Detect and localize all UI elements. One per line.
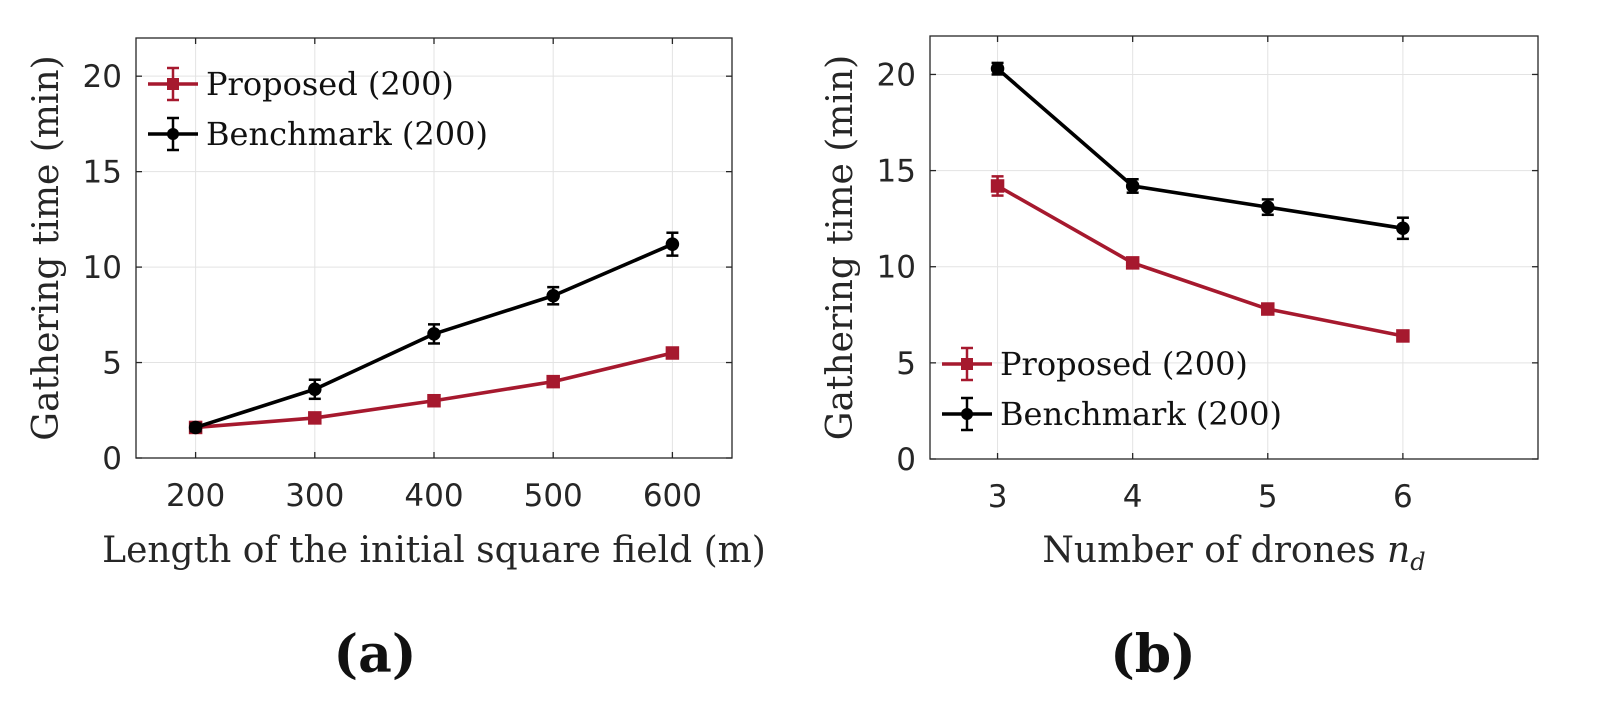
panel-label: (a) [334, 624, 417, 685]
x-tick-label: 300 [285, 478, 344, 514]
data-point-benchmark [665, 237, 680, 251]
panel-label: (b) [1110, 624, 1196, 685]
legend-marker-circle [961, 408, 973, 420]
series-line-benchmark [996, 67, 1404, 231]
data-point-benchmark [1396, 221, 1410, 236]
y-tick-label: 15 [83, 155, 122, 191]
data-point-proposed [1261, 302, 1275, 316]
legend-marker-square [167, 78, 179, 90]
data-point-benchmark [1261, 200, 1275, 214]
data-point-proposed [1125, 256, 1140, 270]
x-axis-label: Length of the initial square field (m) [102, 530, 766, 571]
series-benchmark [990, 61, 1410, 241]
y-tick-label: 20 [877, 57, 916, 93]
x-axis-label-part: Length of the initial square field (m) [102, 530, 766, 571]
data-point-proposed [990, 179, 1005, 193]
data-point-benchmark [188, 420, 203, 435]
data-point-benchmark [427, 327, 441, 341]
x-tick-label: 4 [1123, 479, 1143, 515]
x-axis-label-part: Number of drones [1042, 530, 1387, 571]
legend-label: Benchmark (200) [1000, 395, 1282, 433]
y-axis-label: Gathering time (min) [820, 55, 861, 440]
y-tick-label: 10 [83, 250, 122, 286]
x-axis-label-part: n [1387, 530, 1410, 571]
y-tick-label: 5 [896, 346, 916, 382]
chart-panel-b: 3 4 5 6 0 5 10 15 20 Gathering time (min) Number o… [820, 35, 1539, 685]
data-point-proposed [665, 346, 680, 360]
plot-area-frame [929, 35, 1539, 460]
series-line-proposed [996, 184, 1404, 338]
x-tick-label: 600 [643, 478, 702, 514]
legend-label: Benchmark (200) [206, 115, 488, 153]
legend-marker-square [961, 358, 973, 370]
x-tick-label: 5 [1258, 479, 1278, 515]
y-axis-label: Gathering time (min) [26, 55, 67, 440]
x-tick-label: 6 [1393, 479, 1413, 515]
data-point-proposed [546, 374, 560, 389]
x-tick-label: 200 [166, 478, 225, 514]
y-tick-label: 0 [896, 442, 916, 478]
data-point-benchmark [546, 288, 560, 303]
data-point-proposed [308, 411, 322, 425]
data-point-benchmark [308, 382, 322, 397]
x-tick-label: 400 [404, 478, 463, 514]
y-tick-label: 10 [877, 250, 916, 286]
data-point-proposed [427, 393, 441, 408]
series-benchmark [188, 231, 680, 435]
data-point-proposed [1396, 329, 1410, 343]
y-tick-label: 5 [102, 346, 122, 382]
x-tick-label: 3 [988, 479, 1008, 515]
y-tick-label: 15 [877, 154, 916, 190]
legend: Proposed (200) Benchmark (200) [148, 65, 488, 153]
data-point-benchmark [1125, 179, 1140, 193]
x-axis-label-part: d [1410, 548, 1425, 576]
x-tick-label: 500 [524, 478, 583, 514]
chart-panel-a: 200 300 400 500 600 0 5 10 15 20 Gathering time (m… [26, 37, 766, 685]
legend-label: Proposed (200) [206, 65, 454, 103]
legend: Proposed (200) Benchmark (200) [942, 345, 1282, 433]
data-point-benchmark [990, 61, 1005, 76]
legend-label: Proposed (200) [1000, 345, 1248, 383]
x-axis-label: Number of drones nd [1042, 530, 1425, 576]
y-tick-label: 20 [83, 59, 122, 95]
series-proposed [990, 175, 1410, 343]
y-tick-label: 0 [102, 441, 122, 477]
legend-marker-circle [167, 128, 179, 140]
